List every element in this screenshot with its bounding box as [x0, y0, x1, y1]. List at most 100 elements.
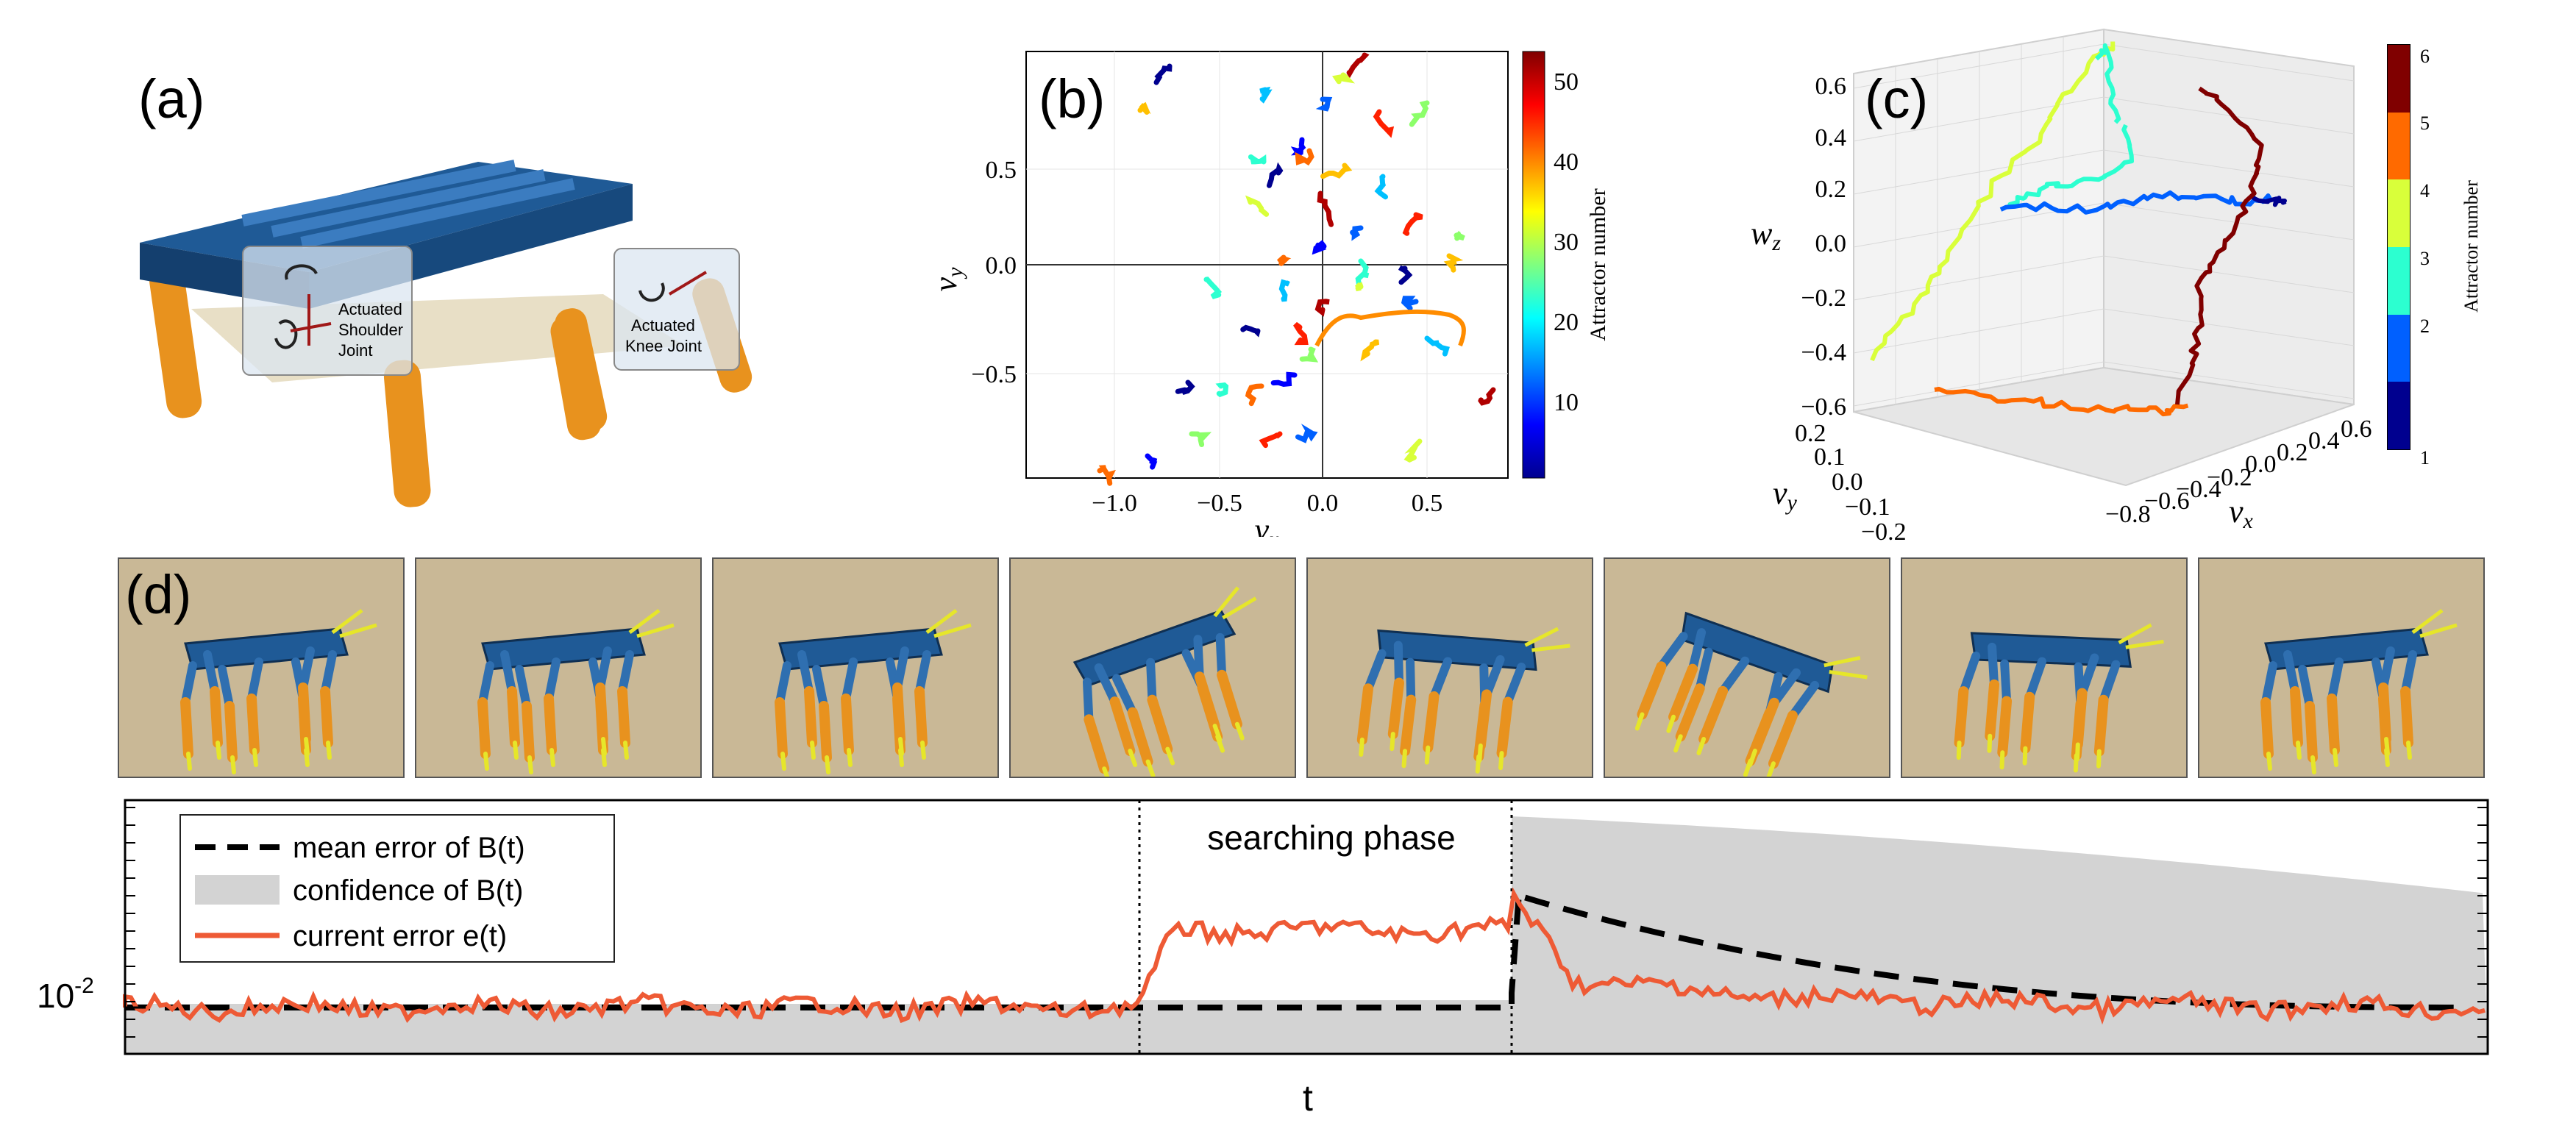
c-ztick: 0.2 [1815, 176, 1847, 203]
b-xtick: −0.5 [1197, 490, 1242, 517]
legend-current-label: current error e(t) [293, 920, 507, 952]
knee-callout [613, 248, 740, 371]
c-cbtick: 6 [2420, 46, 2430, 67]
sim-frame [712, 557, 999, 778]
panel-b-label: (b) [1039, 68, 1106, 129]
attractor-cluster [1317, 190, 1334, 227]
panel-d: (d) [118, 557, 2490, 778]
c-xlabel: vx [2229, 493, 2254, 533]
attractor-cluster [1360, 339, 1380, 362]
b-cbtick: 30 [1554, 229, 1579, 256]
attractor-cluster [1401, 296, 1419, 311]
attractor-cluster [1355, 258, 1370, 289]
c-xtick: 0.6 [2341, 416, 2372, 443]
c-xtick: 0.0 [2245, 451, 2277, 478]
attractor-cluster [1137, 101, 1151, 115]
attractor-cluster [1373, 109, 1395, 138]
b-ytick: −0.5 [971, 361, 1017, 388]
attractor-cluster [1175, 379, 1195, 395]
c-xtick: 0.4 [2308, 427, 2340, 454]
attractor-cluster [1215, 382, 1229, 398]
attractor-trajectory [1999, 190, 2274, 215]
attractor-cluster [1290, 137, 1306, 157]
sim-frame [1901, 557, 2188, 778]
shoulder-label-line3: Joint [338, 341, 372, 360]
panel-error-plot: mean error of B(t) confidence of B(t) cu… [0, 787, 2576, 1148]
b-xlabel: vx [1255, 512, 1280, 537]
attractor-cluster [1315, 96, 1333, 112]
c-xtick: −0.4 [2176, 476, 2221, 503]
c-ytick: 0.0 [1832, 468, 1863, 496]
c-colorbar-ticks: 6 5 4 3 2 1 Attractor number [2413, 15, 2560, 471]
attractor-cluster [1314, 309, 1466, 347]
confidence-band [125, 816, 2488, 1054]
b-xtick: −1.0 [1092, 490, 1137, 517]
b-cbtick: 40 [1554, 149, 1579, 176]
c-ztick: −0.2 [1801, 285, 1846, 312]
legend-confidence-swatch [195, 875, 280, 905]
attractor-cluster [1245, 383, 1264, 407]
attractor-cluster [1453, 230, 1465, 241]
b-cbtick: 10 [1554, 389, 1579, 416]
c-cbtick: 3 [2420, 248, 2430, 269]
panel-d-label: (d) [125, 564, 192, 625]
error-plot-axes [124, 799, 2489, 1055]
c-ztick: 0.0 [1815, 230, 1847, 257]
attractor-trajectory [2094, 43, 2121, 124]
legend-mean-label: mean error of B(t) [293, 832, 525, 864]
attractor-cluster [1320, 163, 1353, 179]
attractor-cluster [1189, 431, 1212, 447]
b-ylabel: vy [928, 267, 967, 292]
c-floor-pane [1853, 366, 2355, 487]
attractor-cluster [1478, 387, 1496, 406]
attractor-cluster [1332, 72, 1356, 85]
b-colorbar [1522, 51, 1545, 479]
attractor-trajectory [1934, 386, 2189, 417]
c-xtick: −0.6 [2144, 488, 2190, 515]
sim-frame [415, 557, 702, 778]
panel-a: (a) Actuated Shoulder Joint Actuated Kne… [0, 0, 772, 544]
sim-frame [1009, 557, 1296, 778]
c-ztick: −0.6 [1801, 393, 1846, 421]
c-ztick: 0.4 [1815, 124, 1847, 151]
c-ylabel: vy [1773, 475, 1798, 515]
current-error-line [123, 887, 2486, 1025]
c-cbtick: 1 [2420, 447, 2430, 468]
knee-label-line1: Actuated [631, 316, 695, 335]
panel-a-label: (a) [138, 68, 205, 129]
c-xtick: 0.2 [2277, 439, 2308, 466]
attractor-trajectory [2175, 86, 2264, 405]
searching-phase-label: searching phase [1207, 819, 1456, 857]
c-colorbar-strip [2387, 44, 2410, 450]
attractor-cluster [1295, 148, 1314, 166]
shoulder-label-line2: Shoulder [338, 321, 403, 339]
attractor-cluster [1259, 431, 1283, 449]
attractor-cluster [1097, 465, 1116, 486]
attractor-trajectory [2249, 193, 2287, 207]
panel-c-label: (c) [1865, 68, 1929, 129]
attractor-cluster [1245, 195, 1270, 217]
c-ytick: −0.2 [1861, 518, 1907, 544]
attractor-cluster [1314, 299, 1330, 317]
b-cbtick: 50 [1554, 68, 1579, 96]
b-xtick: 0.5 [1412, 490, 1443, 517]
error-plot: mean error of B(t) confidence of B(t) cu… [37, 799, 2489, 1119]
c-ytick: 0.2 [1795, 420, 1826, 447]
b-cbtick: 20 [1554, 309, 1579, 336]
attractor-cluster [1248, 154, 1267, 165]
attractor-cluster [1299, 346, 1319, 363]
robot-leg [383, 360, 431, 507]
c-ztick: −0.4 [1801, 339, 1846, 366]
attractor-cluster [1267, 162, 1284, 188]
error-ytick: 10-2 [37, 974, 94, 1015]
attractor-scatter-2d: −1.0 −0.5 0.0 0.5 0.5 0.0 −0.5 vx vy 50 … [928, 51, 1610, 537]
attractor-trajectory-3d: 0.6 0.4 0.2 0.0 −0.2 −0.4 −0.6 wz 0.2 0.… [1751, 28, 2372, 544]
error-xlabel: t [1303, 1077, 1313, 1119]
panel-b: −1.0 −0.5 0.0 0.5 0.5 0.0 −0.5 vx vy 50 … [846, 22, 1684, 537]
attractor-cluster [1153, 63, 1173, 85]
shoulder-label-line1: Actuated [338, 300, 402, 318]
attractor-cluster [1278, 279, 1290, 302]
b-ytick: 0.5 [986, 157, 1017, 184]
attractor-cluster [1374, 174, 1388, 200]
c-cbtick: 4 [2420, 180, 2430, 202]
